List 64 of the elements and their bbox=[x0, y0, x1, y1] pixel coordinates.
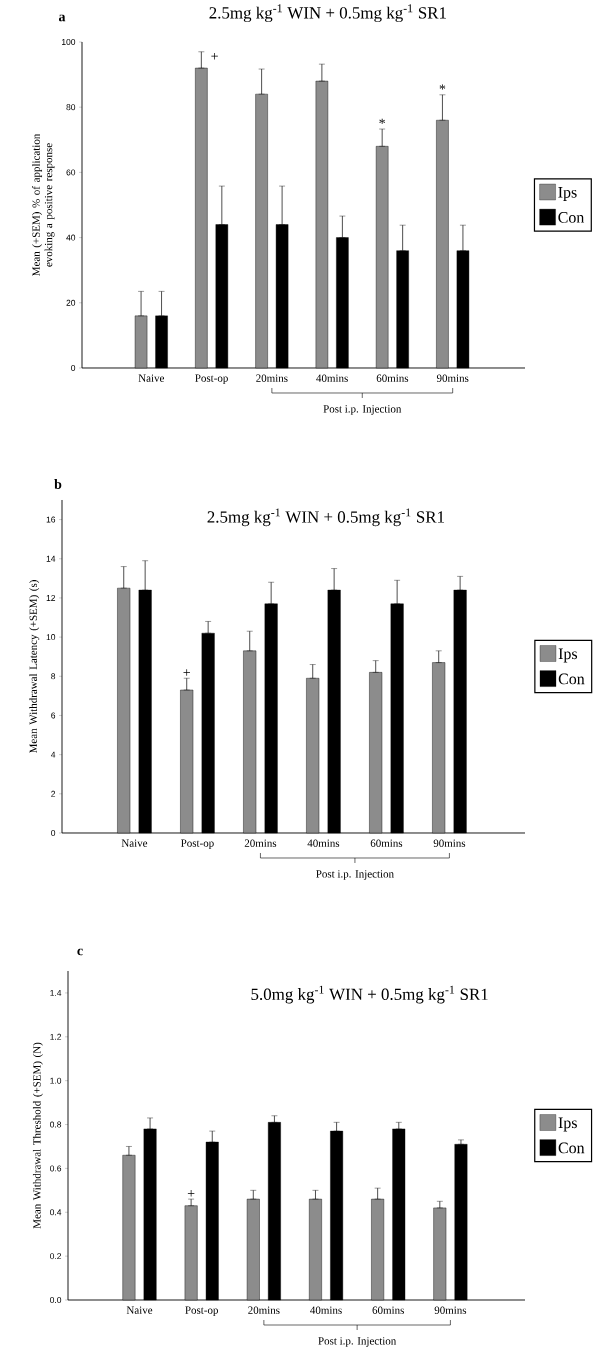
x-tick-label: Post-op bbox=[185, 1306, 218, 1317]
x-tick-label: 40mins bbox=[307, 839, 340, 847]
y-tick-label: 0 bbox=[71, 365, 76, 371]
x-tick-label: Post-op bbox=[195, 374, 228, 384]
x-tick-label: 40mins bbox=[310, 1306, 342, 1314]
text: 5.0mg kg$^{-1}$ WIN + 0.5mg kg$^{-1}$ SR1 bbox=[251, 985, 488, 1004]
y-tick-label: 1.2 bbox=[50, 1033, 62, 1040]
y-tick-label: 12 bbox=[46, 594, 56, 601]
x-tick-label: 60mins bbox=[376, 374, 409, 382]
y-tick-label: 1.4 bbox=[50, 990, 62, 996]
text: c bbox=[77, 948, 83, 956]
y-tick-label: 2 bbox=[51, 790, 56, 797]
legend-label: Con bbox=[558, 673, 585, 685]
y-tick-label: 0 bbox=[51, 830, 56, 836]
x-tick-label: 20mins bbox=[256, 374, 288, 382]
y-tick-label: 0.4 bbox=[50, 1209, 62, 1216]
annotation: * bbox=[439, 84, 446, 90]
y-tick-label: 80 bbox=[66, 104, 76, 111]
y-axis-title: Mean Withdrawal Threshold (+SEM) (N) bbox=[32, 1042, 43, 1229]
y-tick-label: 0.6 bbox=[50, 1165, 62, 1172]
y-tick-label: 10 bbox=[46, 634, 56, 641]
x-tick-label: 20mins bbox=[244, 839, 277, 847]
x-tick-label: 90mins bbox=[436, 374, 469, 382]
annotation: + bbox=[183, 669, 190, 676]
y-tick-label: 0.0 bbox=[50, 1297, 62, 1303]
x-tick-label: 60mins bbox=[370, 839, 403, 847]
y-tick-label: 100 bbox=[62, 38, 76, 45]
x-tick-label: Post-op bbox=[181, 839, 214, 850]
annotation: + bbox=[211, 52, 218, 60]
x-tick-label: 90mins bbox=[433, 839, 466, 847]
x-tick-label: 90mins bbox=[434, 1306, 467, 1314]
text: a bbox=[58, 14, 66, 22]
y-tick-label: 8 bbox=[51, 673, 56, 680]
y-tick-label: 60 bbox=[66, 169, 76, 176]
x-tick-label: Naive bbox=[121, 839, 148, 847]
text: Post i.p. Injection bbox=[323, 405, 402, 415]
y-tick-label: 16 bbox=[46, 516, 56, 523]
x-tick-label: 20mins bbox=[248, 1306, 280, 1314]
y-tick-label: 14 bbox=[46, 555, 56, 562]
y-tick-label: 0.8 bbox=[50, 1121, 62, 1128]
chart-title: 2.5mg kg$^{-1}$ WIN + 0.5mg kg$^{-1}$ SR1 bbox=[209, 4, 446, 23]
y-tick-label: 1.0 bbox=[50, 1077, 62, 1084]
legend-label: Ips bbox=[558, 187, 577, 201]
y-tick-label: 40 bbox=[66, 234, 76, 241]
x-tick-label: 60mins bbox=[372, 1306, 404, 1314]
x-tick-label: Naive bbox=[138, 374, 165, 382]
text: Post i.p. Injection bbox=[318, 1337, 397, 1347]
x-tick-label: Naive bbox=[126, 1306, 153, 1314]
y-tick-label: 20 bbox=[66, 299, 76, 306]
y-tick-label: 4 bbox=[50, 751, 56, 758]
annotation: * bbox=[379, 118, 385, 124]
x-tick-label: 40mins bbox=[316, 374, 348, 382]
text: 2.5mg kg$^{-1}$ WIN + 0.5mg kg$^{-1}$ SR1 bbox=[207, 508, 445, 527]
legend-label: Con bbox=[558, 212, 585, 223]
annotation: + bbox=[187, 1190, 195, 1197]
legend-label: Ips bbox=[558, 1117, 577, 1132]
text: b bbox=[54, 479, 62, 489]
y-tick-label: 0.2 bbox=[50, 1253, 62, 1260]
y-axis-title: Mean (+SEM) % of application evoking a positive response bbox=[31, 133, 55, 276]
y-tick-label: 6 bbox=[51, 712, 56, 719]
y-axis-title: Mean Withdrawal Latency (+SEM) (s) bbox=[29, 580, 40, 754]
legend-label: Ips bbox=[558, 648, 578, 663]
text: Post i.p. Injection bbox=[316, 870, 394, 880]
legend-label: Con bbox=[558, 1142, 585, 1154]
